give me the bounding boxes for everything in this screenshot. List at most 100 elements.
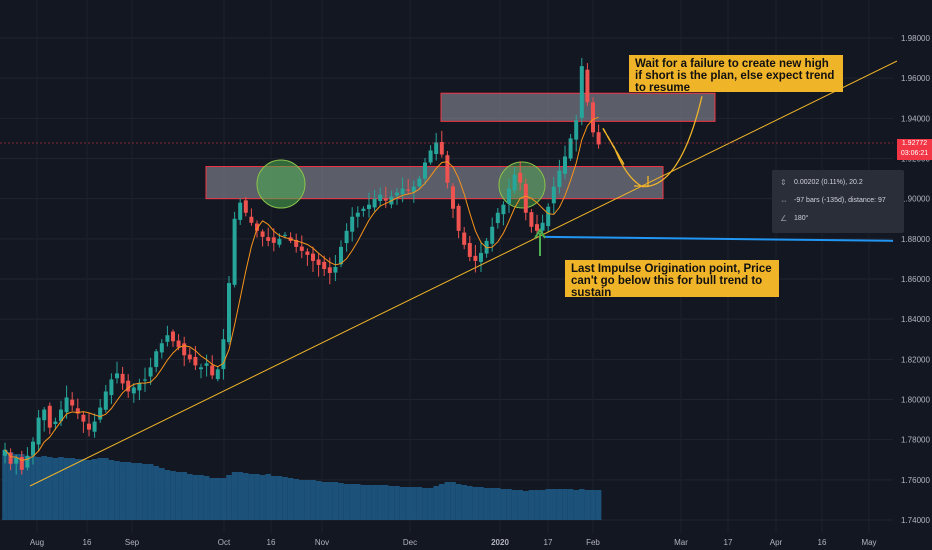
volume-bar <box>108 460 115 520</box>
price-tick-label: 1.78000 <box>901 436 930 445</box>
volume-bar <box>573 490 579 520</box>
candle-body <box>232 218 237 285</box>
price-tick-label: 1.96000 <box>901 74 930 83</box>
volume-bar <box>321 482 327 520</box>
volume-bar <box>175 472 182 520</box>
volume-bar <box>545 489 551 520</box>
volume-bar <box>360 485 367 520</box>
time-tick-label: Mar <box>674 538 688 547</box>
volume-bar <box>131 463 137 520</box>
candle-body <box>350 216 355 232</box>
volume-bar <box>562 489 568 520</box>
projection-arrowhead <box>634 176 649 187</box>
projection-dashed <box>602 127 625 165</box>
volume-bar <box>528 490 535 520</box>
candle-body <box>271 237 276 243</box>
volume-bar <box>539 490 546 520</box>
volume-bar <box>164 470 171 520</box>
volume-bar <box>58 457 64 520</box>
candle-body <box>439 142 444 155</box>
volume-bar <box>187 474 193 520</box>
price-tick-label: 1.86000 <box>901 275 930 284</box>
time-axis[interactable]: Aug 16 Sep Oct 16 Nov Dec 2020 17 Feb Mar 17 Apr 16 Ma… <box>30 538 877 547</box>
volume-bar <box>192 475 199 520</box>
candle-body <box>406 189 411 191</box>
volume-bar <box>265 474 271 520</box>
volume-bar <box>136 463 143 520</box>
candle-body <box>507 188 511 204</box>
candle-body <box>294 240 299 247</box>
volume-bar <box>80 459 87 520</box>
volume-bar <box>86 460 92 520</box>
volume-bar <box>2 450 8 520</box>
candle-body <box>551 186 556 204</box>
volume-bar <box>556 489 563 520</box>
candle-body <box>563 156 567 174</box>
volume-bar <box>299 480 305 520</box>
volume-bar <box>310 480 316 520</box>
price-axis[interactable]: 1.980001.960001.940001.920001.900001.880… <box>901 34 930 525</box>
candle-body <box>367 204 371 209</box>
candle-body <box>255 223 259 231</box>
volume-bar <box>383 485 389 520</box>
volume-bars <box>2 450 602 520</box>
price-tick-label: 1.84000 <box>901 315 930 324</box>
volume-bar <box>63 458 70 520</box>
countdown-value: 03:06:21 <box>900 150 929 157</box>
candle-body <box>143 379 147 381</box>
candle-body <box>204 363 209 366</box>
time-tick-label: 16 <box>818 538 827 547</box>
volume-bar <box>35 457 42 520</box>
measure-price-range: 0.00202 (0.11%), 20.2 <box>794 178 863 186</box>
volume-bar <box>170 471 176 520</box>
time-tick-label: 2020 <box>491 538 509 547</box>
candle-body <box>238 202 243 220</box>
candle-body <box>428 150 433 163</box>
volume-bar <box>427 488 434 520</box>
candle-body <box>277 238 282 245</box>
volume-bar <box>338 483 344 520</box>
candle-body <box>103 391 108 410</box>
time-tick-label: Oct <box>218 538 231 547</box>
annotation-top[interactable]: Wait for a failure to create new high if… <box>629 55 843 94</box>
bars-range-icon: ⇔ <box>780 195 788 205</box>
volume-bar <box>489 488 495 520</box>
volume-bar <box>500 489 507 520</box>
candle-body <box>473 255 478 261</box>
moving-average-line <box>4 116 599 461</box>
volume-bar <box>231 472 238 520</box>
volume-bar <box>248 474 255 520</box>
candle-body <box>311 253 315 261</box>
volume-bar <box>584 490 591 520</box>
volume-bar <box>237 472 243 520</box>
volume-bar <box>355 484 361 520</box>
volume-bar <box>220 478 227 520</box>
volume-bar <box>287 478 294 520</box>
time-tick-label: Sep <box>125 538 140 547</box>
zones <box>205 92 716 209</box>
price-tick-label: 1.82000 <box>901 355 930 364</box>
volume-bar <box>47 457 53 520</box>
time-tick-label: 17 <box>544 538 553 547</box>
volume-bar <box>293 479 299 520</box>
time-tick-label: Aug <box>30 538 44 547</box>
volume-bar <box>590 490 596 520</box>
candle-body <box>64 397 69 413</box>
volume-bar <box>243 473 249 520</box>
volume-bar <box>125 462 131 520</box>
candle-body <box>574 120 579 140</box>
current-price-value: 1.92772 <box>901 140 928 147</box>
volume-bar <box>75 459 81 520</box>
candle-body <box>568 138 573 159</box>
candle-body <box>467 242 472 257</box>
candle-body <box>451 186 455 209</box>
time-tick-label: Apr <box>770 538 783 547</box>
candle-body <box>75 408 80 414</box>
volume-bar <box>332 482 339 520</box>
annotation-bottom[interactable]: Last Impulse Origination point, Price ca… <box>565 260 779 299</box>
candle-body <box>165 335 170 342</box>
volume-bar <box>226 475 232 520</box>
volume-bar <box>444 482 451 520</box>
volume-bar <box>405 487 411 520</box>
